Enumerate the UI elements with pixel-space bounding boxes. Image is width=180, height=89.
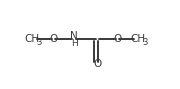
Text: O: O <box>113 34 122 44</box>
Text: O: O <box>94 59 102 69</box>
Text: 3: 3 <box>142 38 147 47</box>
Text: 3: 3 <box>36 38 41 47</box>
Text: N: N <box>70 31 78 41</box>
Text: CH: CH <box>131 34 146 44</box>
Text: O: O <box>49 34 57 44</box>
Text: H: H <box>71 39 78 48</box>
Text: CH: CH <box>25 34 40 44</box>
